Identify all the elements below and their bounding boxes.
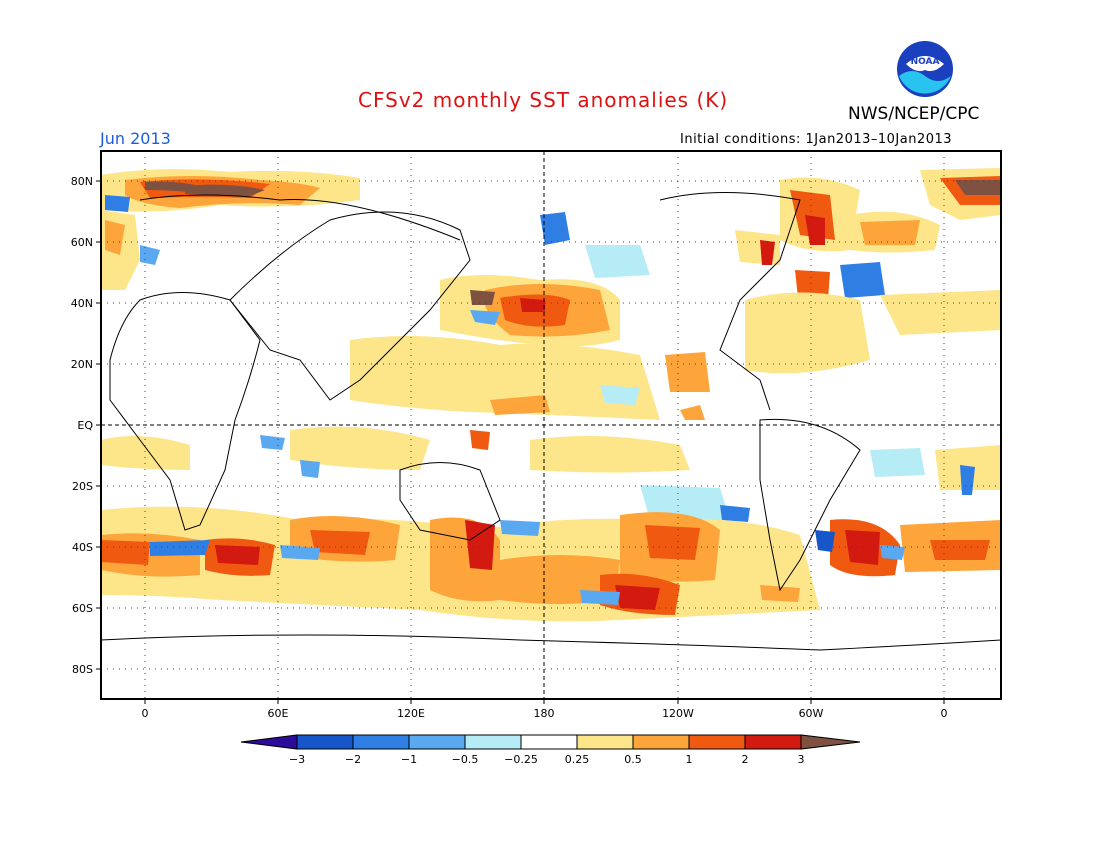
colorbar-arrow-high bbox=[800, 734, 861, 750]
colorbar-label: −0.25 bbox=[504, 753, 538, 766]
lon-label: 0 bbox=[941, 707, 948, 720]
colorbar-label: −1 bbox=[401, 753, 417, 766]
lon-label: 60W bbox=[799, 707, 824, 720]
lat-label: 20S bbox=[72, 480, 93, 493]
colorbar-swatch bbox=[520, 734, 578, 750]
colorbar-label: 2 bbox=[742, 753, 749, 766]
forecast-month: Jun 2013 bbox=[100, 129, 171, 148]
lat-label: 80S bbox=[72, 663, 93, 676]
colorbar-swatch bbox=[688, 734, 746, 750]
longitude-labels: 0 60E 120E 180 120W 60W 0 bbox=[142, 707, 948, 720]
equator-dateline bbox=[101, 151, 1001, 699]
lat-label: 80N bbox=[71, 175, 93, 188]
colorbar-label: 1 bbox=[686, 753, 693, 766]
colorbar-swatch bbox=[576, 734, 634, 750]
colorbar-swatch bbox=[632, 734, 690, 750]
noaa-logo: NOAA bbox=[897, 41, 953, 97]
lat-label: EQ bbox=[77, 419, 93, 432]
colorbar-swatch bbox=[352, 734, 410, 750]
lon-label: 120E bbox=[397, 707, 425, 720]
colorbar-arrow-low bbox=[240, 734, 298, 750]
lon-label: 120W bbox=[662, 707, 694, 720]
lon-label: 180 bbox=[534, 707, 555, 720]
agency-label: NWS/NCEP/CPC bbox=[848, 104, 980, 124]
colorbar-label: 0.25 bbox=[565, 753, 590, 766]
colorbar-swatch bbox=[296, 734, 354, 750]
lon-label: 0 bbox=[142, 707, 149, 720]
latitude-labels: 80N 60N 40N 20N EQ 20S 40S 60S 80S bbox=[71, 175, 94, 676]
colorbar-swatch bbox=[744, 734, 802, 750]
logo-text: NOAA bbox=[911, 57, 940, 67]
lon-label: 60E bbox=[268, 707, 289, 720]
colorbar-swatch bbox=[464, 734, 522, 750]
coastlines bbox=[101, 192, 1001, 651]
colorbar-label: −2 bbox=[345, 753, 361, 766]
axis-ticks bbox=[96, 180, 945, 704]
lat-label: 20N bbox=[71, 358, 93, 371]
lat-label: 40N bbox=[71, 297, 93, 310]
colorbar-swatch bbox=[408, 734, 466, 750]
anomaly-fields bbox=[101, 168, 1001, 622]
colorbar bbox=[240, 734, 861, 750]
initial-conditions: Initial conditions: 1Jan2013–10Jan2013 bbox=[680, 132, 953, 147]
colorbar-labels: −3 −2 −1 −0.5 −0.25 0.25 0.5 1 2 3 bbox=[289, 753, 805, 766]
colorbar-label: 3 bbox=[798, 753, 805, 766]
lat-label: 60N bbox=[71, 236, 93, 249]
chart-title: CFSv2 monthly SST anomalies (K) bbox=[358, 88, 729, 112]
colorbar-label: 0.5 bbox=[624, 753, 642, 766]
lat-label: 60S bbox=[72, 602, 93, 615]
colorbar-label: −0.5 bbox=[452, 753, 479, 766]
graticule bbox=[101, 151, 1001, 699]
lat-label: 40S bbox=[72, 541, 93, 554]
colorbar-label: −3 bbox=[289, 753, 305, 766]
